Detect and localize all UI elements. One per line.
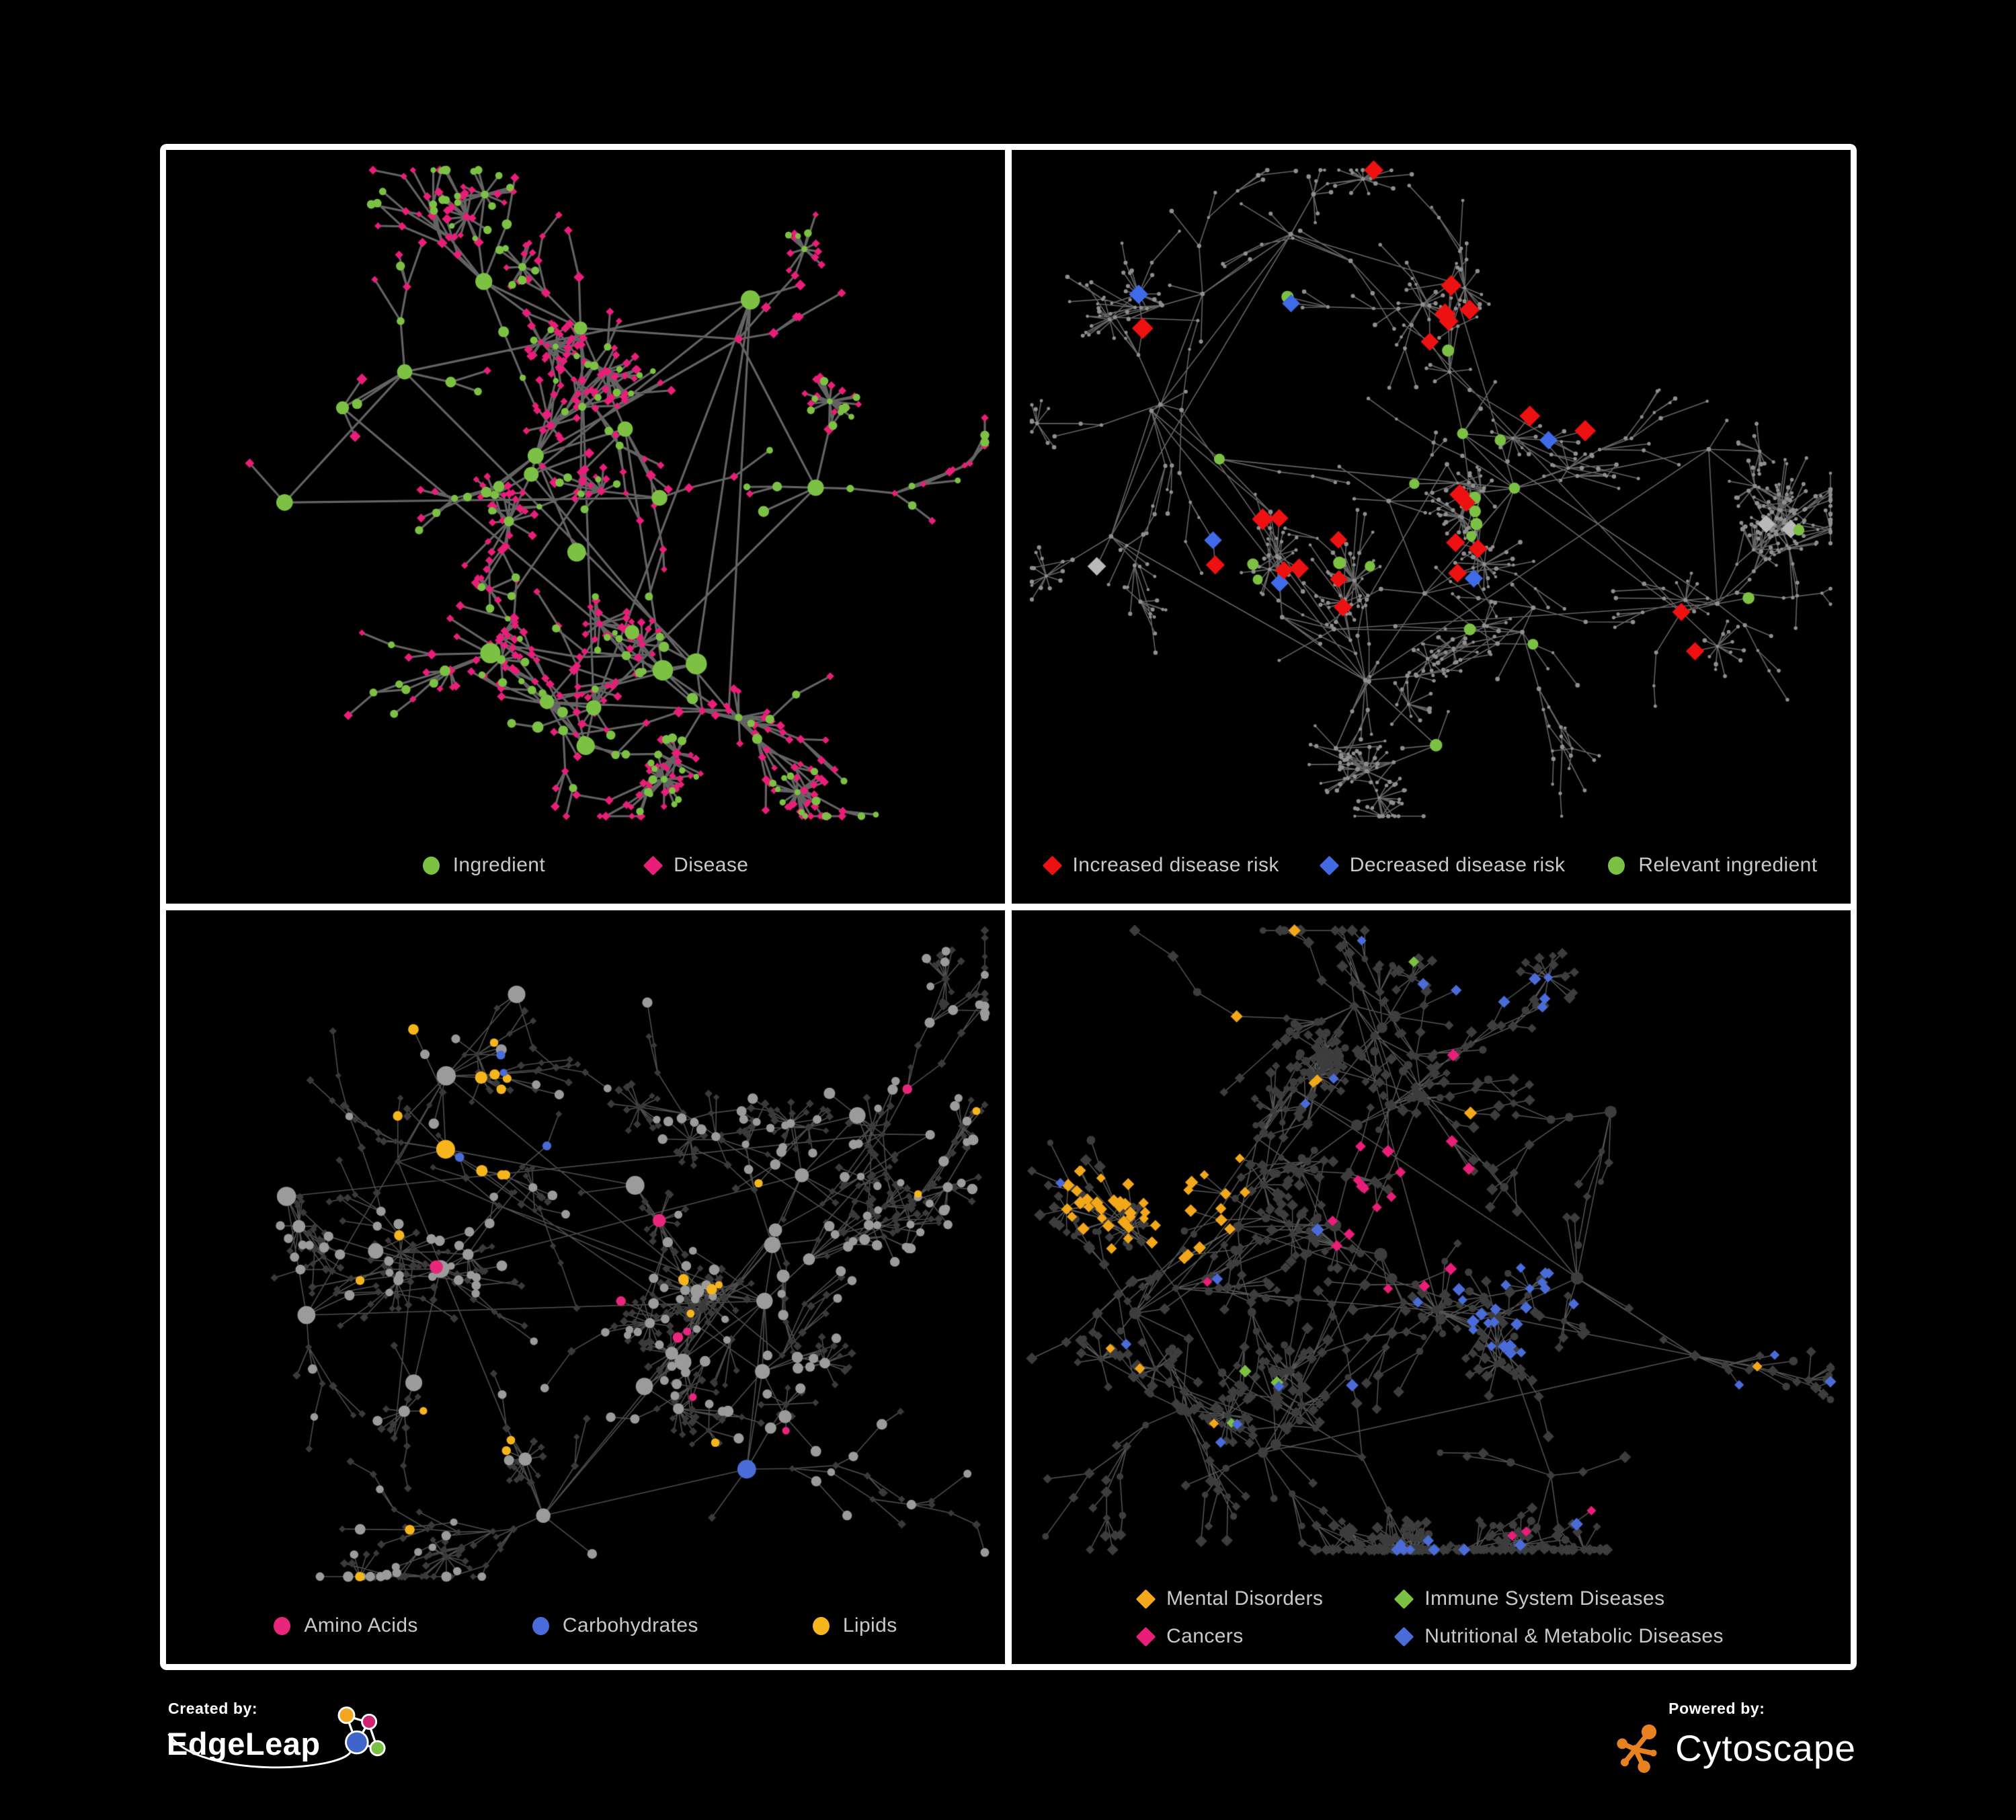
edgeleap-node-green: [369, 1740, 386, 1757]
legend-label: Mental Disorders: [1166, 1587, 1324, 1610]
ingredient-disease-legend: Ingredient Disease: [166, 854, 1005, 877]
legend-label: Carbohydrates: [562, 1614, 698, 1636]
legend-item-relevant-ingredient: Relevant ingredient: [1608, 854, 1817, 877]
cytoscape-wordmark: Cytoscape: [1675, 1727, 1856, 1769]
cytoscape-node: [1621, 1758, 1629, 1767]
legend-item-decreased-disease-risk: Decreased disease risk: [1319, 854, 1566, 877]
legend-item-cancers: Cancers: [1135, 1625, 1323, 1648]
diamond-marker-icon: [1135, 1626, 1156, 1647]
created-by-block: Created by: EdgeLeap: [167, 1700, 387, 1769]
diamond-marker-icon: [1042, 855, 1062, 875]
edgeleap-node-magenta: [360, 1713, 377, 1730]
circle-marker-icon: [422, 856, 440, 875]
nutrient-classes-network-canvas: [166, 910, 1005, 1664]
edgeleap-logo-icon: [167, 1706, 386, 1769]
footer: Created by: EdgeLeap Powered by:: [167, 1700, 1856, 1773]
legend-label: Immune System Diseases: [1424, 1587, 1665, 1610]
legend-item-lipids: Lipids: [812, 1614, 897, 1637]
cytoscape-node: [1617, 1738, 1628, 1749]
disease-risk-legend: Increased disease risk Decreased disease …: [1012, 854, 1851, 877]
legend-item-carbohydrates: Carbohydrates: [532, 1614, 698, 1637]
diamond-marker-icon: [1394, 1589, 1414, 1609]
legend-item-increased-disease-risk: Increased disease risk: [1042, 854, 1279, 877]
legend-item-disease: Disease: [643, 854, 749, 877]
powered-by-label: Powered by:: [1668, 1700, 1765, 1717]
nutrient-classes-legend: Amino Acids Carbohydrates Lipids: [166, 1614, 1005, 1637]
legend-item-amino-acids: Amino Acids: [274, 1614, 417, 1637]
legend-item-ingredient: Ingredient: [422, 854, 546, 877]
panel-disease-classes: Mental Disorders Immune System Diseases Ca…: [1012, 910, 1851, 1664]
edgeleap-swoosh: [167, 1733, 352, 1769]
cytoscape-brand: Cytoscape: [1616, 1723, 1856, 1773]
legend-label: Nutritional & Metabolic Diseases: [1424, 1625, 1724, 1647]
cytoscape-logo-edges: [1621, 1731, 1653, 1768]
diamond-marker-icon: [1135, 1589, 1156, 1609]
edgeleap-node-blue: [344, 1730, 369, 1755]
legend-label: Increased disease risk: [1072, 854, 1279, 876]
diamond-marker-icon: [643, 855, 663, 875]
panel-disease-risk: Increased disease risk Decreased disease …: [1012, 150, 1851, 904]
circle-marker-icon: [1608, 856, 1625, 875]
legend-item-mental-disorders: Mental Disorders: [1135, 1587, 1324, 1610]
circle-marker-icon: [532, 1616, 549, 1635]
cytoscape-logo-icon: [1617, 1724, 1657, 1773]
cytoscape-node: [1642, 1724, 1657, 1740]
ingredient-disease-network-canvas: [166, 150, 1005, 904]
legend-label: Amino Acids: [304, 1614, 418, 1636]
legend-item-nutritional-metabolic-diseases: Nutritional & Metabolic Diseases: [1394, 1625, 1724, 1648]
powered-by-block: Powered by: Cytoscape: [1616, 1700, 1856, 1773]
disease-classes-legend: Mental Disorders Immune System Diseases Ca…: [1012, 1587, 1851, 1648]
edgeleap-node-orange: [337, 1706, 356, 1725]
legend-label: Cancers: [1166, 1625, 1244, 1647]
panel-nutrient-classes: Amino Acids Carbohydrates Lipids: [166, 910, 1005, 1664]
edgeleap-brand: EdgeLeap: [167, 1706, 387, 1769]
panel-grid: Ingredient Disease Increased disease risk…: [160, 144, 1857, 1670]
cytoscape-node: [1650, 1749, 1657, 1757]
cytoscape-node: [1638, 1760, 1651, 1773]
legend-label: Disease: [674, 854, 749, 876]
disease-risk-network-canvas: [1012, 150, 1851, 904]
edgeleap-logo-edges: [345, 1714, 378, 1749]
diamond-marker-icon: [1394, 1626, 1414, 1647]
legend-label: Lipids: [842, 1614, 897, 1636]
circle-marker-icon: [812, 1616, 830, 1635]
edgeleap-wordmark: EdgeLeap: [167, 1726, 321, 1762]
circle-marker-icon: [274, 1616, 291, 1635]
cytoscape-node: [1631, 1745, 1640, 1754]
legend-label: Decreased disease risk: [1349, 854, 1566, 876]
panel-ingredient-disease: Ingredient Disease: [166, 150, 1005, 904]
legend-item-immune-system-diseases: Immune System Diseases: [1394, 1587, 1724, 1610]
legend-label: Relevant ingredient: [1638, 854, 1818, 876]
legend-label: Ingredient: [452, 854, 546, 876]
disease-classes-network-canvas: [1012, 910, 1851, 1664]
created-by-label: Created by:: [168, 1700, 258, 1717]
diamond-marker-icon: [1319, 855, 1340, 875]
